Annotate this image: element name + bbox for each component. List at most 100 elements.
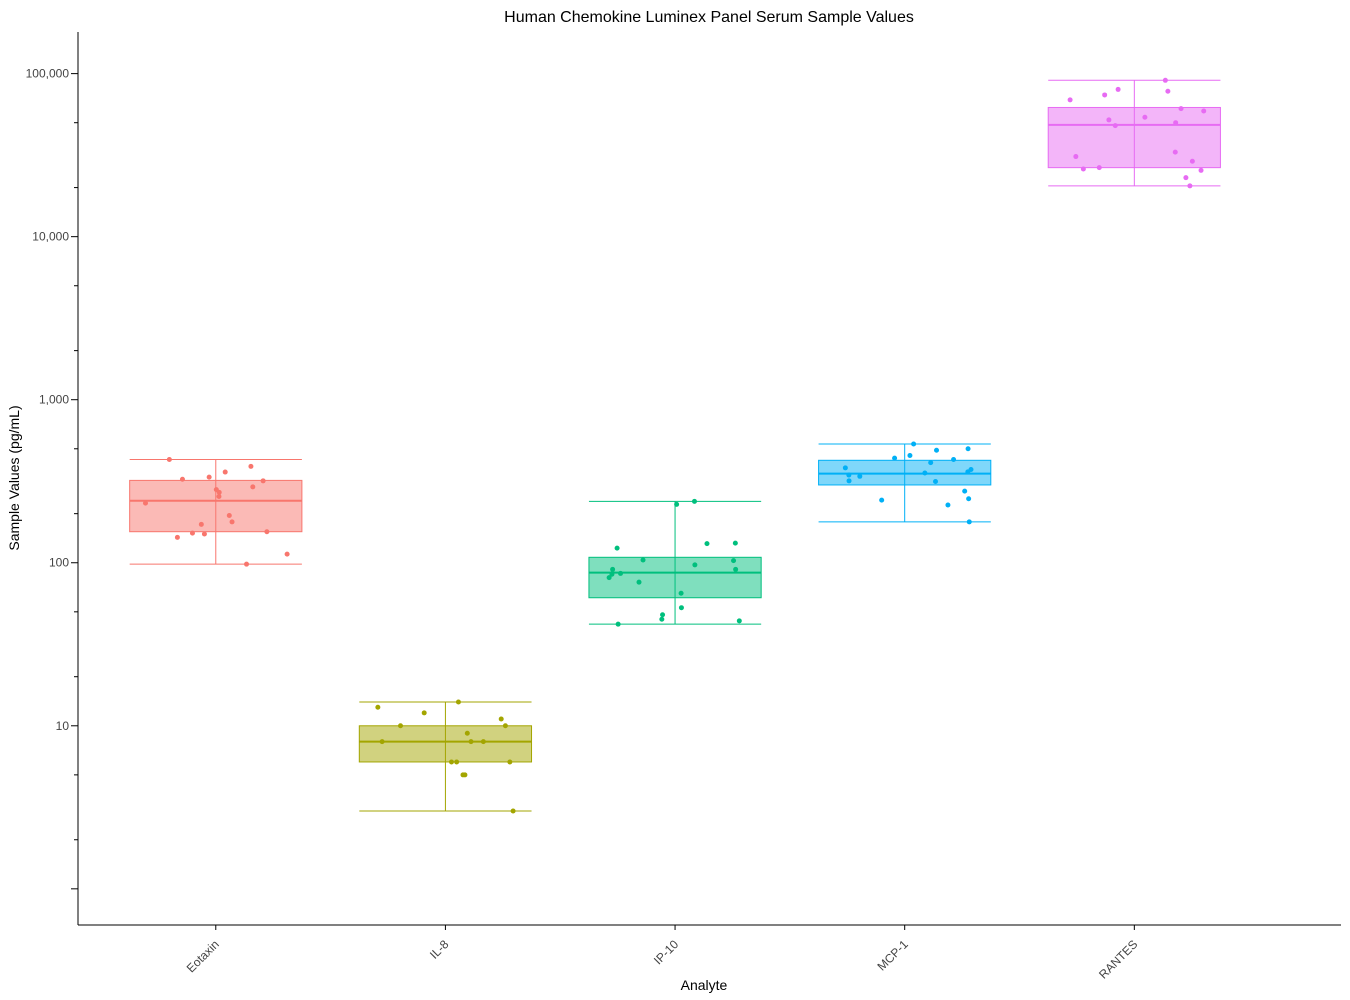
data-point — [142, 500, 148, 506]
y-tick-label: 10 — [56, 719, 70, 733]
data-point — [640, 557, 646, 563]
data-point — [692, 562, 698, 568]
data-point — [966, 519, 972, 525]
data-point — [731, 558, 737, 564]
data-point — [678, 605, 684, 611]
data-point — [1165, 88, 1171, 94]
data-point — [609, 571, 615, 577]
data-point — [965, 446, 971, 452]
data-point — [222, 469, 228, 475]
data-point — [216, 489, 222, 495]
data-point — [1183, 175, 1189, 181]
data-point — [1178, 106, 1184, 112]
data-point — [166, 456, 172, 462]
iqr-box — [358, 725, 533, 763]
y-axis-label: Sample Values (pg/mL) — [6, 405, 22, 550]
x-tick-label: IL-8 — [427, 937, 452, 962]
data-point — [1189, 158, 1195, 164]
data-point — [507, 759, 513, 765]
data-point — [455, 699, 461, 705]
y-tick-label: 100,000 — [26, 67, 70, 81]
data-point — [610, 566, 616, 572]
data-point — [736, 618, 742, 624]
data-point — [846, 472, 852, 478]
data-point — [174, 534, 180, 540]
data-point — [704, 541, 710, 547]
data-point — [498, 716, 504, 722]
y-tick-label: 100 — [49, 556, 69, 570]
data-point — [1173, 120, 1179, 126]
data-point — [879, 497, 885, 503]
data-point — [966, 496, 972, 502]
box-plots — [129, 77, 1221, 814]
data-point — [448, 759, 454, 765]
data-point — [398, 723, 404, 729]
data-point — [1080, 166, 1086, 172]
data-point — [260, 478, 266, 484]
data-point — [1201, 108, 1207, 114]
data-point — [1115, 86, 1121, 92]
data-point — [1073, 154, 1079, 160]
data-point — [733, 566, 739, 572]
data-point — [614, 545, 620, 551]
box-mcp-1 — [818, 441, 992, 525]
box-eotaxin — [129, 456, 303, 567]
y-axis-ticks: 10 100 1,000 10,000 100,000 — [26, 67, 78, 890]
box-rantes — [1047, 77, 1221, 189]
x-tick-label: RANTES — [1096, 937, 1140, 981]
data-point — [460, 772, 466, 778]
data-point — [1187, 183, 1193, 189]
data-point — [216, 493, 222, 499]
data-point — [179, 476, 185, 482]
data-point — [502, 723, 508, 729]
data-point — [206, 474, 212, 480]
data-point — [198, 521, 204, 527]
data-point — [857, 473, 863, 479]
data-point — [1096, 165, 1102, 171]
data-point — [892, 455, 898, 461]
data-point — [510, 808, 516, 814]
data-point — [201, 531, 207, 537]
iqr-box — [588, 556, 762, 599]
data-point — [468, 739, 474, 745]
data-point — [928, 460, 934, 466]
data-point — [945, 502, 951, 508]
data-point — [962, 488, 968, 494]
x-tick-label: IP-10 — [651, 937, 681, 967]
data-point — [421, 710, 427, 716]
data-point — [250, 484, 256, 490]
data-point — [951, 456, 957, 462]
x-axis-label: Analyte — [681, 977, 728, 993]
data-point — [189, 530, 195, 536]
data-point — [454, 759, 460, 765]
data-point — [375, 704, 381, 710]
data-point — [660, 612, 666, 618]
y-tick-label: 1,000 — [39, 393, 69, 407]
data-point — [907, 452, 913, 458]
data-point — [379, 739, 385, 745]
data-point — [911, 441, 917, 447]
data-point — [846, 478, 852, 484]
data-point — [480, 739, 486, 745]
iqr-box — [818, 459, 992, 486]
data-point — [691, 498, 697, 504]
data-point — [1112, 123, 1118, 129]
x-axis-ticks: Eotaxin IL-8 IP-10 MCP-1 RANTES — [184, 925, 1140, 982]
data-point — [965, 469, 971, 475]
data-point — [615, 621, 621, 627]
data-point — [1142, 114, 1148, 120]
data-point — [464, 730, 470, 736]
data-point — [248, 463, 254, 469]
data-point — [1162, 77, 1168, 83]
data-point — [1198, 167, 1204, 173]
chart-title: Human Chemokine Luminex Panel Serum Samp… — [504, 9, 914, 26]
data-point — [842, 465, 848, 471]
x-tick-label: MCP-1 — [875, 937, 912, 974]
data-point — [606, 575, 612, 581]
data-point — [933, 479, 939, 485]
data-point — [1106, 117, 1112, 123]
data-point — [678, 590, 684, 596]
data-point — [674, 501, 680, 507]
y-tick-label: 10,000 — [32, 230, 69, 244]
